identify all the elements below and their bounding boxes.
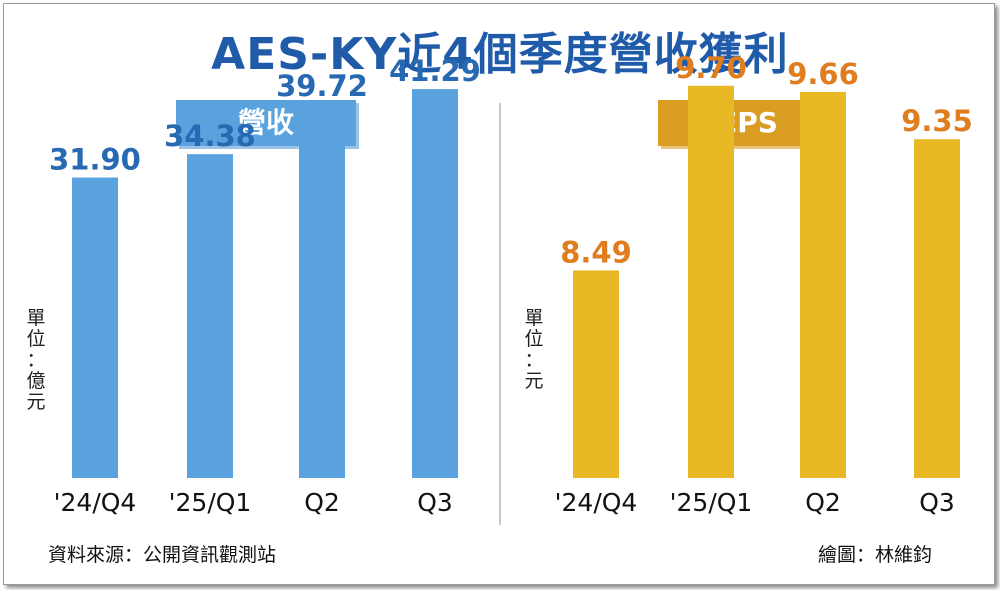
revenue-bar	[187, 154, 233, 478]
eps-value-label: 8.49	[560, 235, 632, 269]
credit-note: 繪圖：林維鈞	[818, 544, 933, 566]
source-note: 資料來源：公開資訊觀測站	[48, 544, 277, 566]
eps-bar	[914, 139, 960, 478]
revenue-bar	[299, 103, 345, 479]
eps-value-label: 9.35	[901, 104, 973, 138]
eps-category-label: '25/Q1	[670, 488, 753, 517]
revenue-category-label: Q2	[304, 488, 340, 517]
revenue-unit-char: 單	[26, 307, 46, 329]
revenue-value-label: 31.90	[49, 143, 141, 177]
revenue-bar	[412, 89, 458, 479]
revenue-value-label: 34.38	[164, 119, 256, 153]
eps-unit-label: 單位：元	[524, 308, 544, 392]
revenue-unit-char: 億	[26, 370, 46, 392]
panel-divider	[499, 103, 501, 525]
eps-bar	[688, 85, 734, 479]
eps-value-label: 9.66	[787, 57, 859, 91]
eps-category-label: '24/Q4	[555, 488, 638, 517]
revenue-unit-char: 元	[26, 391, 46, 413]
chart-title: AES-KY近4個季度營收獲利	[211, 29, 789, 80]
eps-unit-char: 元	[524, 370, 544, 392]
revenue-bar	[72, 177, 118, 478]
eps-unit-char: 位	[524, 328, 544, 350]
revenue-category-label: '24/Q4	[54, 488, 137, 517]
eps-category-label: Q2	[805, 488, 841, 517]
eps-unit-char: ：	[524, 349, 544, 371]
revenue-unit-char: 位	[26, 328, 46, 350]
eps-bar	[800, 91, 846, 479]
revenue-value-label: 39.72	[276, 69, 368, 103]
eps-bar	[573, 270, 619, 478]
revenue-category-label: Q3	[417, 488, 453, 517]
eps-value-label: 9.70	[675, 51, 747, 85]
revenue-category-label: '25/Q1	[169, 488, 252, 517]
revenue-unit-label: 單位：億元	[26, 308, 46, 413]
eps-unit-char: 單	[524, 307, 544, 329]
revenue-unit-char: ：	[26, 349, 46, 371]
revenue-value-label: 41.29	[389, 54, 481, 88]
eps-category-label: Q3	[919, 488, 955, 517]
